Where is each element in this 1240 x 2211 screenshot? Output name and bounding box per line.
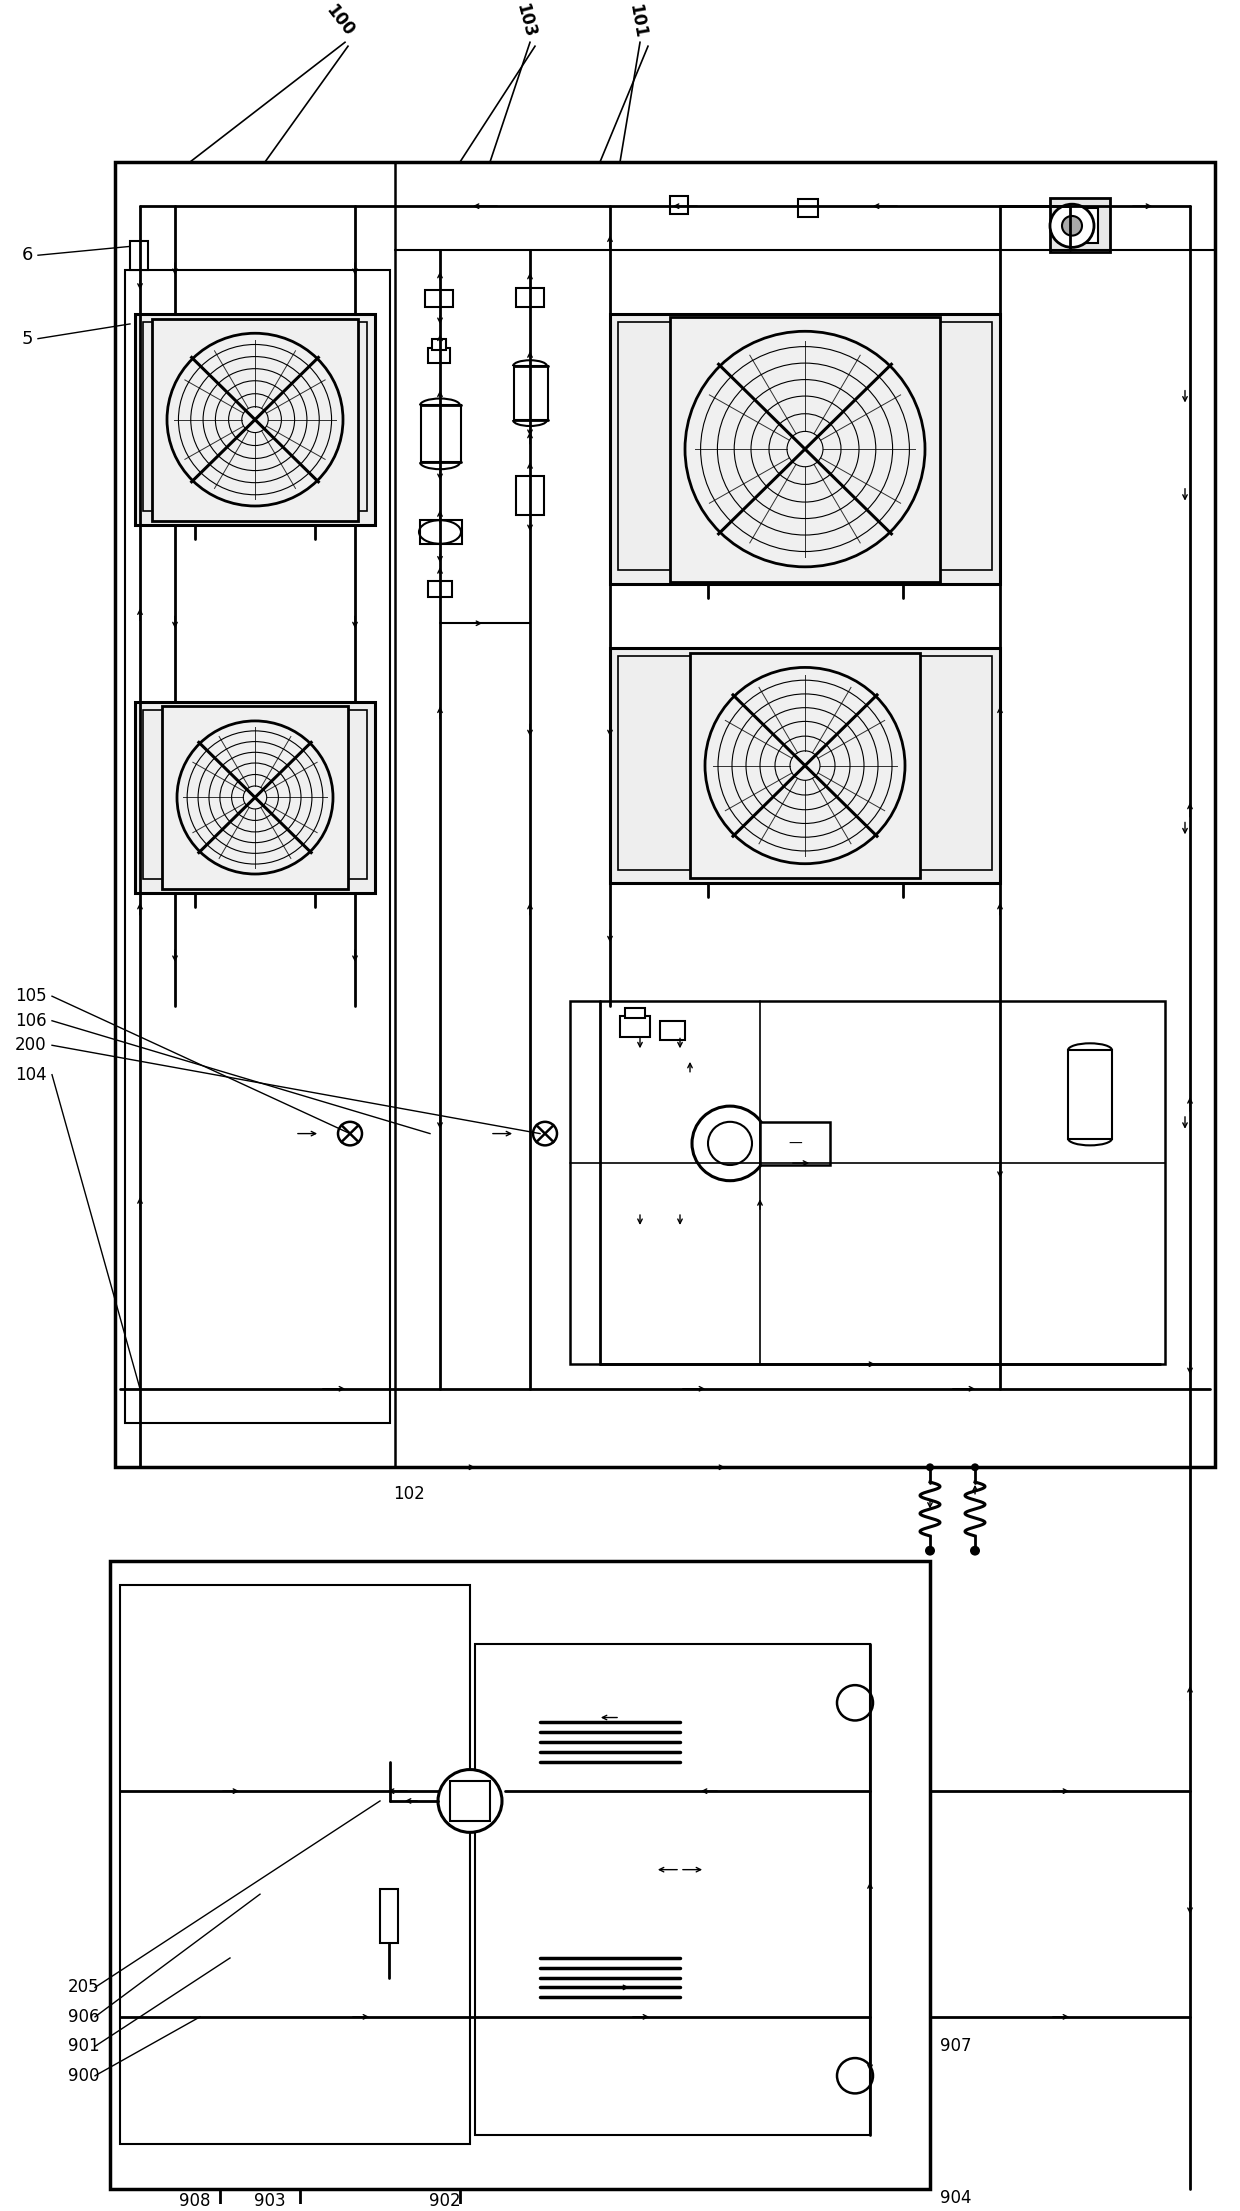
Circle shape — [438, 1769, 502, 1833]
Bar — [135, 701, 374, 893]
Bar — [143, 710, 367, 880]
Bar — [143, 323, 367, 511]
Bar — [135, 314, 374, 526]
Circle shape — [925, 1545, 935, 1557]
Text: 5: 5 — [22, 329, 33, 347]
Bar — [153, 318, 358, 522]
Text: 907: 907 — [940, 2036, 971, 2056]
Text: 104: 104 — [15, 1066, 47, 1083]
Text: 906: 906 — [68, 2008, 99, 2025]
Text: 205: 205 — [68, 1979, 99, 1997]
Circle shape — [970, 1545, 980, 1557]
Bar — [516, 475, 544, 515]
Bar — [422, 405, 461, 462]
Bar — [110, 1561, 930, 2189]
Bar — [1050, 199, 1110, 252]
Bar — [425, 290, 453, 307]
Circle shape — [1068, 219, 1092, 243]
Text: 101: 101 — [625, 2, 649, 40]
Bar — [689, 652, 920, 878]
Bar — [570, 1002, 1166, 1364]
Circle shape — [1061, 217, 1083, 237]
Bar — [618, 657, 992, 869]
Text: 100: 100 — [322, 0, 357, 40]
Bar — [420, 520, 463, 544]
Text: 103: 103 — [512, 2, 538, 40]
Text: 900: 900 — [68, 2067, 99, 2085]
Bar — [799, 199, 818, 217]
Text: 102: 102 — [393, 1486, 425, 1503]
Bar — [620, 1015, 650, 1037]
Text: —: — — [789, 1136, 802, 1150]
Text: 904: 904 — [940, 2189, 971, 2207]
Bar — [379, 1888, 398, 1943]
Bar — [610, 314, 999, 584]
Bar — [516, 287, 544, 307]
Bar — [625, 1008, 645, 1017]
Text: 901: 901 — [68, 2036, 99, 2056]
Bar — [120, 1585, 470, 2145]
Bar — [515, 367, 548, 420]
Text: 902: 902 — [429, 2193, 461, 2211]
Text: 105: 105 — [15, 986, 47, 1006]
Bar — [450, 1782, 490, 1820]
Text: 106: 106 — [15, 1013, 47, 1030]
Bar — [428, 349, 450, 363]
Text: 200: 200 — [15, 1037, 47, 1055]
Circle shape — [692, 1106, 768, 1181]
Bar — [670, 197, 688, 214]
Bar — [115, 161, 1215, 1468]
Bar — [475, 1645, 870, 2134]
Text: 6: 6 — [22, 245, 33, 265]
Text: 908: 908 — [180, 2193, 211, 2211]
Text: 903: 903 — [254, 2193, 285, 2211]
Bar — [610, 648, 999, 884]
Circle shape — [1050, 203, 1094, 248]
Bar — [618, 323, 992, 570]
Circle shape — [971, 1464, 980, 1470]
Bar — [1061, 208, 1097, 243]
Bar — [130, 241, 148, 270]
Bar — [670, 316, 940, 581]
Bar — [660, 1021, 684, 1041]
Circle shape — [926, 1464, 934, 1470]
Bar — [760, 1121, 830, 1165]
Bar — [1068, 1050, 1112, 1139]
Bar — [428, 581, 453, 597]
Bar — [432, 338, 446, 349]
Bar — [162, 705, 348, 889]
Bar — [125, 270, 391, 1424]
